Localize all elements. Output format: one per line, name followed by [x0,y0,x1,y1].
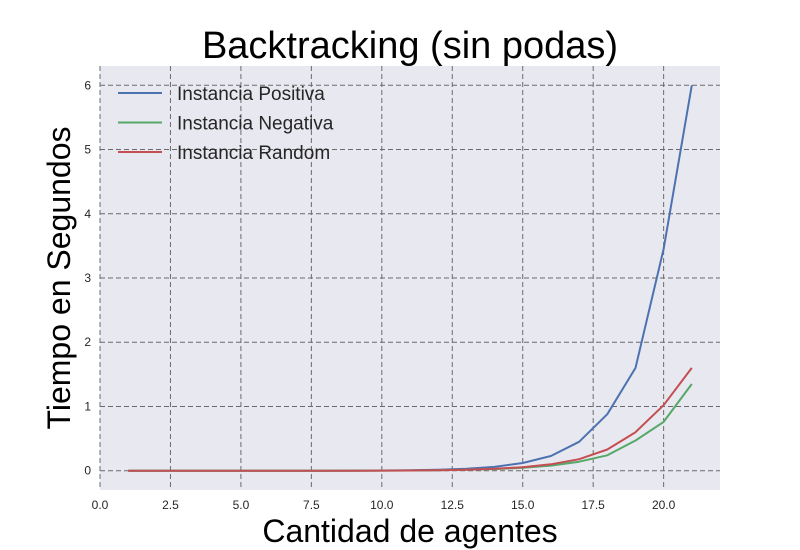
x-tick-label: 17.5 [582,498,606,512]
x-tick-label: 10.0 [370,498,394,512]
x-tick-label: 12.5 [441,498,465,512]
x-tick-label: 0.0 [92,498,109,512]
series-lines [128,85,693,472]
x-axis-label: Cantidad de agentes [262,513,557,549]
legend-label-1: Instancia Positiva [177,84,325,105]
y-tick-label: 5 [84,143,91,157]
y-tick-label: 3 [84,271,91,285]
y-axis-label: Tiempo en Segundos [41,126,77,429]
x-tick-label: 2.5 [162,498,179,512]
x-tick-label: 7.5 [303,498,320,512]
y-tick-label: 6 [84,78,91,92]
legend: Instancia Positiva Instancia Negativa Inst… [118,84,334,164]
y-tick-label: 4 [84,207,91,221]
series-line-3 [128,367,693,472]
legend-label-3: Instancia Random [177,143,330,164]
y-tick-label: 0 [84,464,91,478]
tick-labels: 0.0 2.5 5.0 7.5 10.0 12.5 15.0 17.5 20.0 0 1 2 3 4 5 6 [84,78,675,512]
x-tick-label: 15.0 [511,498,535,512]
grid [99,66,720,490]
chart-title: Backtracking (sin podas) [202,25,618,67]
y-tick-label: 2 [84,335,91,349]
legend-label-2: Instancia Negativa [177,114,334,135]
y-tick-label: 1 [84,399,91,413]
x-tick-label: 5.0 [233,498,250,512]
x-tick-label: 20.0 [652,498,676,512]
